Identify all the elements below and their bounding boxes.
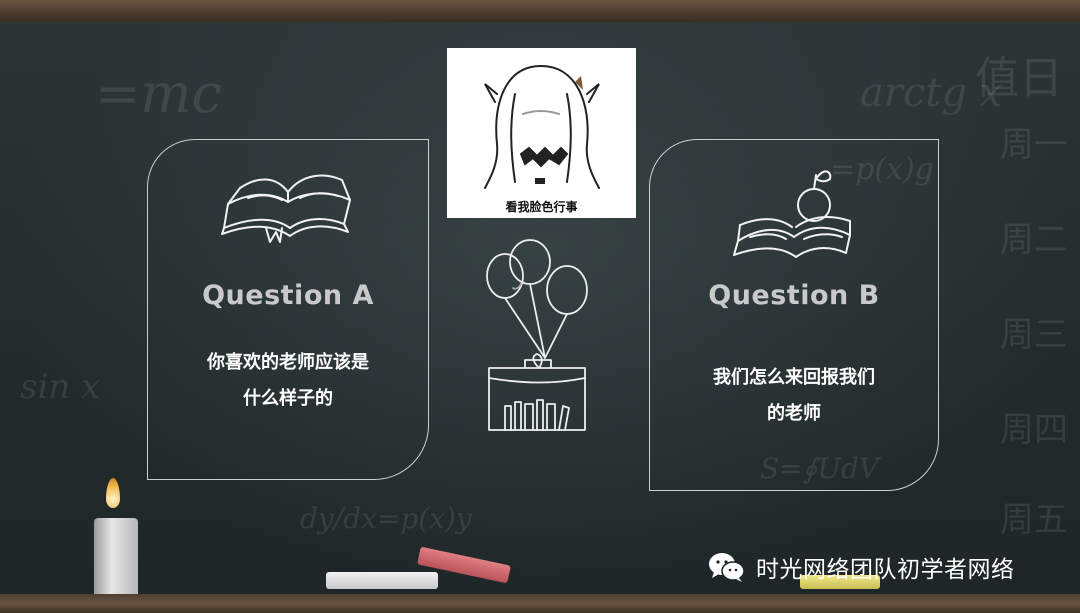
question-b-line-1: 我们怎么来回报我们 <box>713 367 875 388</box>
candle-body <box>94 518 138 602</box>
chalk-scribble: =mc <box>95 62 222 125</box>
question-b-title: Question B <box>708 280 880 311</box>
chalk-scribble: 周一 <box>1000 125 1068 165</box>
blackboard-frame-bottom <box>0 594 1080 613</box>
girl-face-drawing <box>484 65 600 189</box>
chalk-scribble: sin x <box>20 367 101 407</box>
chalk-scribble: dy/dx=p(x)y <box>300 502 472 535</box>
question-a-title: Question A <box>202 280 374 311</box>
question-a-text: 你喜欢的老师应该是 什么样子的 <box>148 345 428 417</box>
candle-decoration <box>92 478 142 602</box>
wechat-icon <box>709 553 745 582</box>
question-a-line-2: 什么样子的 <box>243 388 333 409</box>
yellow-chalk <box>800 575 880 589</box>
question-b-card: Question B 我们怎么来回报我们 的老师 <box>649 139 939 491</box>
chalk-scribble: 周四 <box>1000 410 1068 450</box>
open-book-icon <box>221 174 351 243</box>
meme-image: 看我脸色行事 <box>447 48 636 218</box>
watermark: 时光网络团队初学者网络 <box>708 549 1015 585</box>
question-a-line-1: 你喜欢的老师应该是 <box>207 352 369 373</box>
balloon-suitcase-illustration <box>486 239 588 431</box>
white-chalk <box>326 572 438 589</box>
chalk-scribble: 值日 <box>975 53 1063 104</box>
chalk-scribble: 周三 <box>1000 315 1068 355</box>
question-a-card: Question A 你喜欢的老师应该是 什么样子的 <box>147 139 429 480</box>
chalk-scribble: 周二 <box>1000 220 1068 260</box>
question-b-text: 我们怎么来回报我们 的老师 <box>650 360 938 432</box>
chalk-scribble: S=∮UdV <box>760 452 879 485</box>
chalk-scribble: arctg x <box>860 70 1003 116</box>
candle-flame <box>106 478 120 508</box>
meme-caption: 看我脸色行事 <box>505 200 578 214</box>
chalk-scribble: 周五 <box>1000 500 1068 540</box>
watermark-text: 时光网络团队初学者网络 <box>756 557 1015 583</box>
question-b-line-2: 的老师 <box>767 403 821 424</box>
book-apple-icon <box>733 170 851 258</box>
blackboard-frame-top <box>0 0 1080 22</box>
